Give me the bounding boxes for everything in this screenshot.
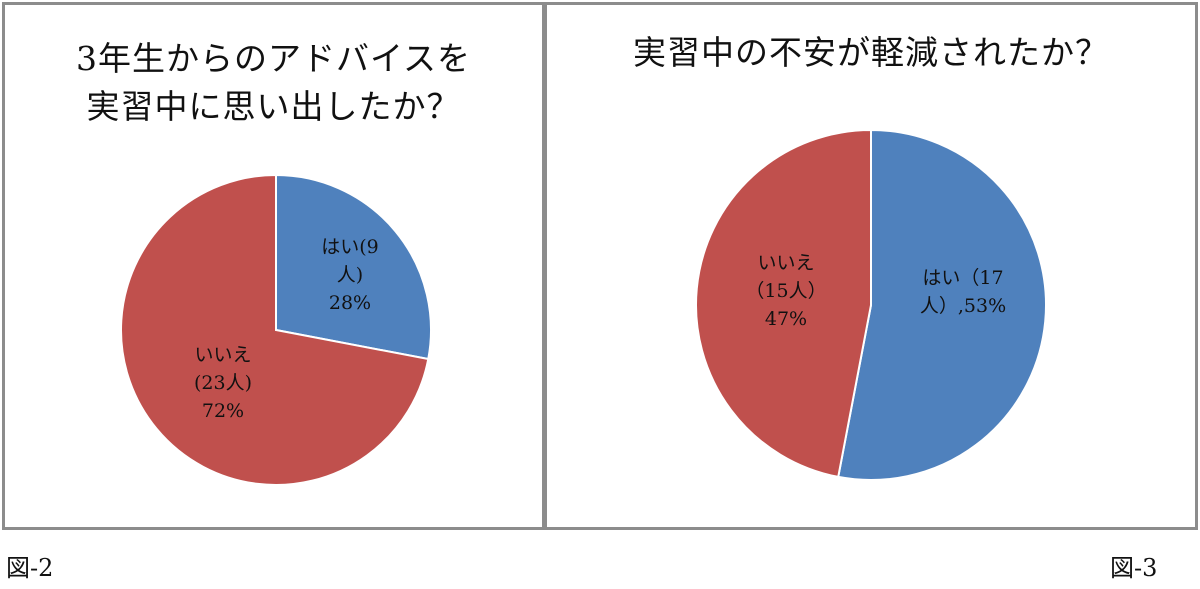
slice-label: いいえ （15人） 47% xyxy=(745,252,826,330)
slice-label-line: 47% xyxy=(765,308,807,330)
slice-label-line: 72% xyxy=(202,400,244,422)
chart-title-line: 実習中の不安が軽減されたか？ xyxy=(633,33,1109,72)
pie-slice xyxy=(837,128,1048,481)
pie-slice xyxy=(695,128,872,479)
slice-label-line: いいえ xyxy=(194,344,251,366)
figure-caption-left: 図-2 xyxy=(6,554,54,582)
slice-label-line: （15人） xyxy=(745,280,826,302)
slice-label-line: 28% xyxy=(329,292,371,314)
figure-caption-right: 図-3 xyxy=(1110,554,1158,582)
chart-title-line: 3年生からのアドバイスを xyxy=(75,39,471,78)
slice-label-line: はい(9 xyxy=(321,236,379,258)
slice-label: いいえ (23人) 72% xyxy=(194,344,252,422)
slice-label-line: いいえ xyxy=(757,252,814,274)
chart-title-left: 3年生からのアドバイスを 実習中に思い出したか？ xyxy=(5,35,542,131)
pie-chart-right: はい（17 人）,53% いいえ （15人） 47% xyxy=(695,128,1048,481)
chart-panel-right: 実習中の不安が軽減されたか？ はい（17 人）,53% いいえ （15人） 47% xyxy=(544,2,1198,530)
slice-label: はい（17 人）,53% xyxy=(920,267,1006,317)
chart-title-right: 実習中の不安が軽減されたか？ xyxy=(547,29,1195,77)
pie-slice xyxy=(275,173,432,361)
slice-label-line: 人）,53% xyxy=(920,295,1006,317)
slice-label-line: (23人) xyxy=(194,372,252,394)
chart-panel-left: 3年生からのアドバイスを 実習中に思い出したか？ はい(9 人) 28% いいえ (23… xyxy=(2,2,545,530)
chart-title-line: 実習中に思い出したか？ xyxy=(86,87,461,126)
slice-label-line: はい（17 xyxy=(922,267,1003,289)
pie-chart-left: はい(9 人) 28% いいえ (23人) 72% xyxy=(120,173,432,486)
slice-label: はい(9 人) 28% xyxy=(321,236,379,314)
pie-slice xyxy=(120,173,430,486)
slice-label-line: 人) xyxy=(337,264,363,286)
